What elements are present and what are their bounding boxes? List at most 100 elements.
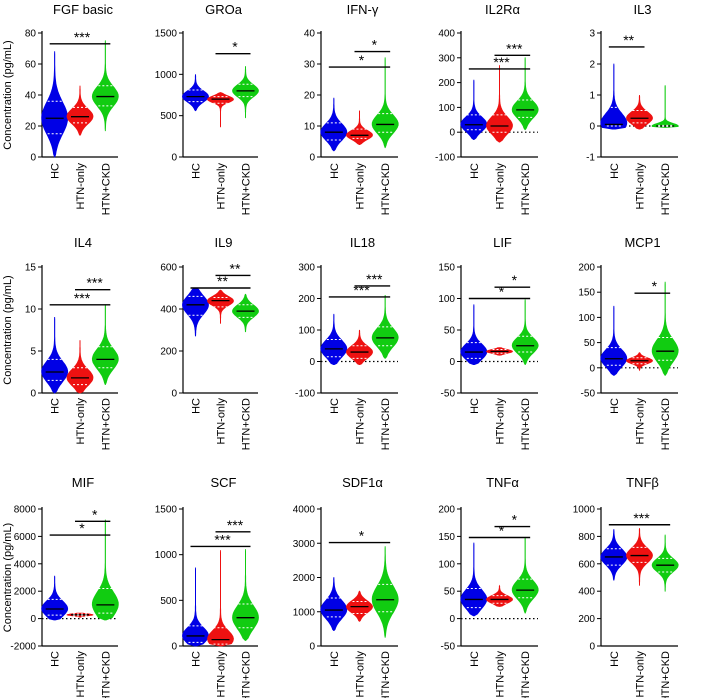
x-tick-label: HTN-only bbox=[495, 398, 507, 445]
y-tick-label: 600 bbox=[160, 263, 177, 274]
y-tick-label: 150 bbox=[438, 263, 455, 274]
y-tick-label: 300 bbox=[438, 53, 455, 64]
violin-hc bbox=[600, 63, 628, 130]
y-tick-label: 800 bbox=[578, 532, 595, 543]
y-tick-label: 0 bbox=[30, 153, 36, 164]
x-tick-label: HTN-only bbox=[355, 163, 367, 210]
y-tick-label: 400 bbox=[438, 29, 455, 40]
x-tick-label: HTN-only bbox=[635, 398, 647, 445]
panel-title: MCP1 bbox=[624, 235, 660, 250]
y-tick-label: 3000 bbox=[293, 539, 316, 550]
panel-title: FGF basic bbox=[53, 2, 113, 17]
violin-htn-ckd bbox=[511, 299, 539, 365]
panel-title: MIF bbox=[72, 475, 94, 490]
panel-9: MCP1 -50 0 50 100 150 200 * HC HTN-only HTN+CKD bbox=[578, 235, 679, 450]
violin-body bbox=[371, 57, 399, 149]
x-tick-label: HTN+CKD bbox=[380, 651, 392, 698]
x-tick-label: HC bbox=[469, 398, 481, 414]
x-tick-label: HC bbox=[191, 398, 203, 414]
violin-htn-ckd bbox=[371, 295, 399, 359]
x-tick-label: HC bbox=[609, 398, 621, 414]
violin-hc bbox=[460, 79, 488, 140]
y-tick-label: 40 bbox=[25, 91, 37, 102]
violin-body bbox=[66, 85, 94, 136]
significance-label: * bbox=[232, 39, 238, 55]
y-tick-label: 1000 bbox=[573, 505, 596, 516]
y-tick-label: 20 bbox=[304, 91, 316, 102]
y-tick-label: 200 bbox=[160, 347, 177, 358]
x-tick-label: HTN+CKD bbox=[241, 651, 253, 698]
violin-htn-only bbox=[346, 110, 373, 145]
violin-body bbox=[626, 352, 653, 372]
violin-hc bbox=[320, 97, 348, 152]
y-tick-label: 300 bbox=[298, 263, 315, 274]
significance-label: * bbox=[652, 278, 658, 294]
y-tick-label: 100 bbox=[438, 559, 455, 570]
violin-body bbox=[460, 304, 488, 365]
panel-title: TNFβ bbox=[626, 475, 659, 490]
x-tick-label: HTN-only bbox=[495, 163, 507, 210]
significance-label: * bbox=[499, 522, 505, 538]
violin-hc bbox=[600, 305, 628, 376]
y-tick-label: 2000 bbox=[14, 587, 37, 598]
y-axis-label: Concentration (pg/mL) bbox=[2, 523, 14, 632]
violin-hc bbox=[41, 317, 69, 394]
panel-4: IL3 -1 0 1 2 3 ** HC HTN-only HTN+CKD bbox=[586, 2, 679, 215]
violin-htn-only bbox=[207, 92, 234, 128]
y-tick-label: 0 bbox=[589, 642, 595, 653]
violin-body bbox=[600, 305, 628, 376]
violin-hc bbox=[320, 577, 348, 631]
y-tick-label: 400 bbox=[160, 305, 177, 316]
x-tick-label: HTN-only bbox=[495, 651, 507, 698]
panel-title: IFN-γ bbox=[347, 2, 379, 17]
panel-title: IL18 bbox=[350, 235, 375, 250]
significance-label: *** bbox=[74, 290, 91, 306]
y-tick-label: 400 bbox=[578, 587, 595, 598]
significance-label: *** bbox=[633, 510, 650, 526]
panel-title: TNFα bbox=[486, 475, 519, 490]
significance-label: *** bbox=[74, 29, 91, 45]
x-tick-label: HTN+CKD bbox=[100, 651, 112, 698]
y-tick-label: 600 bbox=[578, 559, 595, 570]
violin-body bbox=[66, 340, 94, 394]
y-axis-label: Concentration (pg/mL) bbox=[2, 40, 14, 149]
significance-label: *** bbox=[366, 271, 383, 287]
significance-label: *** bbox=[227, 517, 244, 533]
significance-label: *** bbox=[506, 40, 523, 56]
violin-htn-ckd bbox=[511, 57, 539, 131]
y-tick-label: 0 bbox=[449, 614, 455, 625]
violin-body bbox=[182, 74, 209, 112]
y-tick-label: 0 bbox=[309, 153, 315, 164]
y-tick-label: 100 bbox=[438, 294, 455, 305]
violin-htn-only bbox=[626, 94, 653, 130]
y-tick-label: 50 bbox=[444, 326, 456, 337]
x-tick-label: HTN-only bbox=[635, 163, 647, 210]
violin-body bbox=[511, 299, 539, 365]
panel-title: SDF1α bbox=[342, 475, 383, 490]
violin-body bbox=[207, 550, 234, 647]
y-tick-label: 0 bbox=[589, 122, 595, 133]
violin-htn-ckd bbox=[371, 546, 399, 638]
violin-body bbox=[41, 575, 69, 621]
y-tick-label: 200 bbox=[438, 78, 455, 89]
violin-htn-only bbox=[66, 612, 94, 618]
significance-label: ** bbox=[217, 273, 228, 289]
violin-body bbox=[511, 57, 539, 131]
panel-8: LIF -50 0 50 100 150 * * HC HTN-only HTN+CKD bbox=[438, 235, 539, 450]
y-tick-label: 8000 bbox=[14, 505, 37, 516]
y-tick-label: -100 bbox=[295, 389, 315, 400]
violin-htn-only bbox=[486, 65, 513, 143]
x-tick-label: HTN-only bbox=[216, 398, 228, 445]
y-tick-label: 0 bbox=[171, 642, 177, 653]
y-tick-label: 500 bbox=[160, 111, 177, 122]
panel-title: IL2Rα bbox=[485, 2, 520, 17]
violin-hc bbox=[182, 567, 209, 647]
y-tick-label: -1 bbox=[586, 153, 595, 164]
violin-htn-ckd bbox=[651, 534, 679, 592]
violin-body bbox=[486, 65, 513, 143]
y-tick-label: -50 bbox=[441, 642, 456, 653]
violin-body bbox=[460, 542, 488, 617]
significance-label: ** bbox=[623, 32, 634, 48]
significance-label: *** bbox=[86, 275, 103, 291]
